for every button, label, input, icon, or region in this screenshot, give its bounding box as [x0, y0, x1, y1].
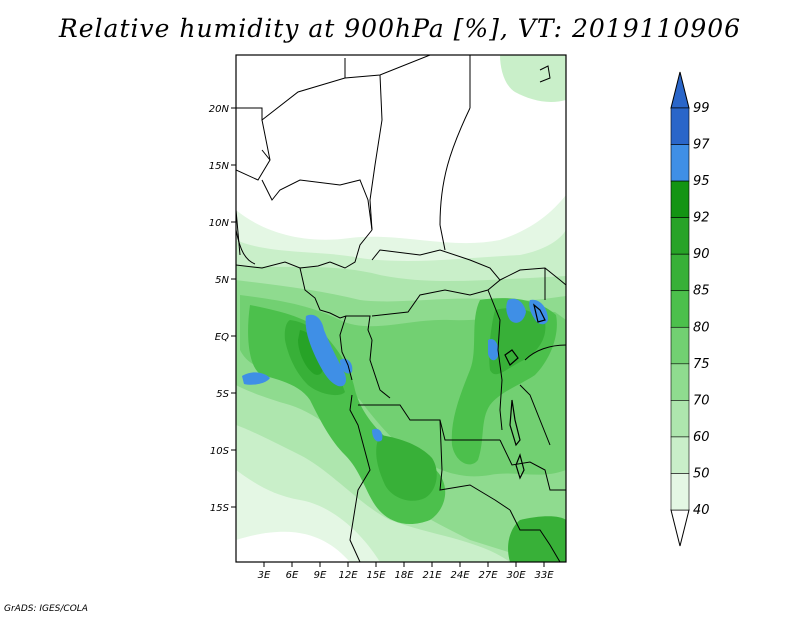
colorbar-band [670, 473, 690, 511]
lat-label: 15N [209, 161, 230, 172]
lon-label: 12E [338, 570, 358, 581]
colorbar-label: 95 [693, 174, 710, 189]
country-boundaries [236, 55, 566, 562]
colorbar-label: 75 [693, 357, 710, 372]
lon-label: 18E [394, 570, 414, 581]
lat-label: 20N [209, 104, 230, 115]
axis-ticks [231, 107, 545, 567]
colorbar-label: 85 [693, 284, 710, 299]
colorbar-band [670, 217, 690, 255]
colorbar-label: 80 [693, 320, 710, 335]
lon-label: 27E [478, 570, 498, 581]
colorbar-label: 50 [693, 466, 710, 481]
lat-label: 10S [210, 446, 230, 457]
lon-label: 33E [534, 570, 554, 581]
lat-label: EQ [215, 332, 229, 343]
lon-label: 21E [422, 570, 442, 581]
colorbar-label: 90 [693, 247, 710, 262]
colorbar-band [670, 144, 690, 182]
colorbar-band [670, 400, 690, 438]
lat-label: 15S [210, 503, 230, 514]
colorbar-band [670, 180, 690, 218]
chart-title: Relative humidity at 900hPa [%], VT: 201… [58, 14, 742, 43]
credit-text: GrADS: IGES/COLA [4, 604, 88, 614]
colorbar-label: 40 [693, 503, 710, 518]
lon-label: 15E [366, 570, 386, 581]
lat-labels: 20N 15N 10N 5N EQ 5S 10S 15S [209, 104, 230, 514]
lat-label: 10N [209, 218, 230, 229]
lon-label: 3E [258, 570, 271, 581]
colorbar-band [670, 326, 690, 365]
colorbar-band [670, 436, 690, 474]
colorbar-band [670, 290, 690, 328]
colorbar-bottom-arrow [670, 509, 690, 547]
lakes [504, 303, 546, 480]
colorbar-legend: 99 97 95 92 90 85 80 75 70 60 50 40 [670, 71, 710, 547]
colorbar-label: 97 [693, 138, 710, 153]
humidity-field [236, 55, 566, 562]
map-frame [235, 54, 567, 563]
lat-label: 5N [215, 275, 229, 286]
colorbar-label: 60 [693, 430, 710, 445]
colorbar-band [670, 107, 690, 145]
lon-label: 24E [450, 570, 470, 581]
colorbar-label: 92 [693, 211, 710, 226]
lat-label: 5S [216, 389, 229, 400]
colorbar-label: 99 [693, 101, 710, 116]
lon-label: 6E [286, 570, 299, 581]
colorbar-label: 70 [693, 393, 710, 408]
lon-label: 30E [506, 570, 526, 581]
lon-label: 9E [314, 570, 327, 581]
colorbar-band [670, 253, 690, 292]
colorbar-top-arrow [670, 71, 690, 109]
colorbar-band [670, 363, 690, 401]
lon-labels: 3E 6E 9E 12E 15E 18E 21E 24E 27E 30E 33E [258, 570, 555, 581]
